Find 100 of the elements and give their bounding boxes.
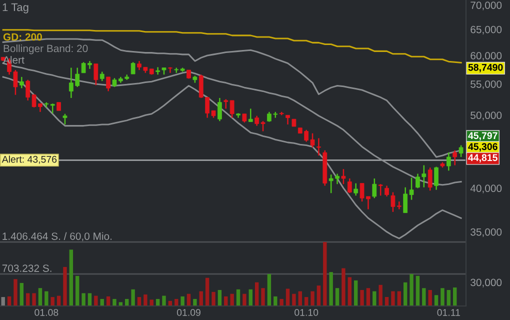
text: 58,7490 [468, 64, 503, 72]
y-tick-label: 30,000 [470, 278, 502, 288]
bar [428, 290, 432, 306]
candlestick [372, 178, 377, 199]
x-tick-label: 01.10 [294, 309, 318, 316]
candlestick [316, 138, 321, 156]
bar [348, 277, 352, 306]
bar [416, 276, 420, 306]
text: 45,797 [468, 132, 498, 140]
bar [180, 296, 184, 306]
bar [63, 266, 67, 306]
bar [261, 288, 265, 306]
bar [267, 274, 272, 306]
bar [310, 291, 314, 306]
x-tick-label: 01.11 [437, 309, 460, 316]
candlestick [347, 178, 352, 194]
bar [323, 242, 327, 306]
y-tick-label: 70,000 [470, 2, 502, 10]
bar [230, 294, 234, 306]
bar [212, 292, 216, 306]
bar [236, 289, 240, 306]
bar [286, 288, 290, 306]
candlestick [174, 67, 179, 74]
bar [422, 288, 426, 306]
bar [354, 280, 358, 306]
bar [453, 287, 457, 306]
candlestick [50, 102, 55, 114]
bar [14, 279, 18, 306]
bar [112, 298, 116, 306]
candlestick [446, 152, 451, 172]
bar [88, 293, 92, 306]
candlestick [354, 182, 358, 196]
bar [446, 290, 451, 306]
y-tick-label: 40,000 [470, 184, 502, 194]
bar [360, 290, 364, 306]
candlestick [452, 150, 458, 166]
candlestick [248, 108, 253, 122]
series-label: GD: 200 [3, 33, 42, 41]
candlestick [434, 166, 438, 190]
candlestick [100, 71, 104, 82]
candlestick [156, 66, 160, 76]
bar [378, 284, 382, 306]
bar [193, 298, 197, 306]
bar [162, 296, 166, 306]
candlestick [458, 144, 464, 158]
bar [76, 276, 80, 306]
x-tick-label: 01.09 [176, 309, 200, 316]
bar [372, 291, 376, 306]
bar [218, 290, 222, 306]
candlestick [19, 76, 24, 89]
bar [32, 293, 36, 306]
bar [248, 289, 252, 306]
y-tick-label: 35,000 [470, 228, 502, 237]
bar [242, 294, 246, 306]
bar [50, 297, 54, 306]
bar [335, 288, 340, 306]
candlestick [62, 113, 68, 126]
ref-line-label: Alert: 43,576 [2, 156, 57, 164]
bar [342, 268, 346, 306]
candlestick [384, 185, 389, 198]
candlestick [341, 168, 346, 185]
bar [391, 291, 395, 306]
bar [254, 282, 259, 306]
candlestick [168, 66, 172, 74]
bar [316, 286, 321, 306]
y-tick-label: 60,000 [470, 52, 502, 61]
series-label: Bollinger Band: 20 [4, 44, 88, 54]
bar [144, 294, 148, 306]
bar [205, 278, 210, 306]
bar [44, 291, 48, 306]
bar [20, 282, 24, 306]
bar [26, 293, 30, 306]
candlestick [428, 166, 432, 192]
bar [440, 288, 444, 306]
text: 45,306 [468, 143, 498, 152]
annotation: 1 Tag [2, 3, 28, 14]
candlestick [218, 97, 222, 122]
text: 44,815 [468, 154, 498, 162]
x-tick-label: 01.08 [34, 309, 58, 316]
bar [38, 288, 42, 306]
ref-line-label: 1.406.464 S. / 60,0 Mio. [2, 232, 112, 242]
candlestick [378, 183, 383, 196]
bar [434, 295, 438, 306]
y-tick-label: 65,000 [470, 26, 502, 34]
candlestick [130, 62, 136, 75]
line-series [2, 29, 462, 64]
bar [292, 294, 296, 306]
bar [94, 296, 98, 306]
bar [131, 289, 135, 306]
y-tick-label: 50,000 [470, 112, 502, 120]
bar [1, 297, 5, 306]
bar [329, 272, 333, 306]
candlestick [230, 100, 234, 118]
ref-line-label: 703.232 S. [2, 264, 52, 272]
bar [280, 298, 284, 306]
candlestick [224, 98, 228, 110]
bar [82, 293, 86, 306]
candlestick [286, 114, 290, 126]
bar [410, 274, 414, 306]
candlestick [94, 63, 98, 86]
